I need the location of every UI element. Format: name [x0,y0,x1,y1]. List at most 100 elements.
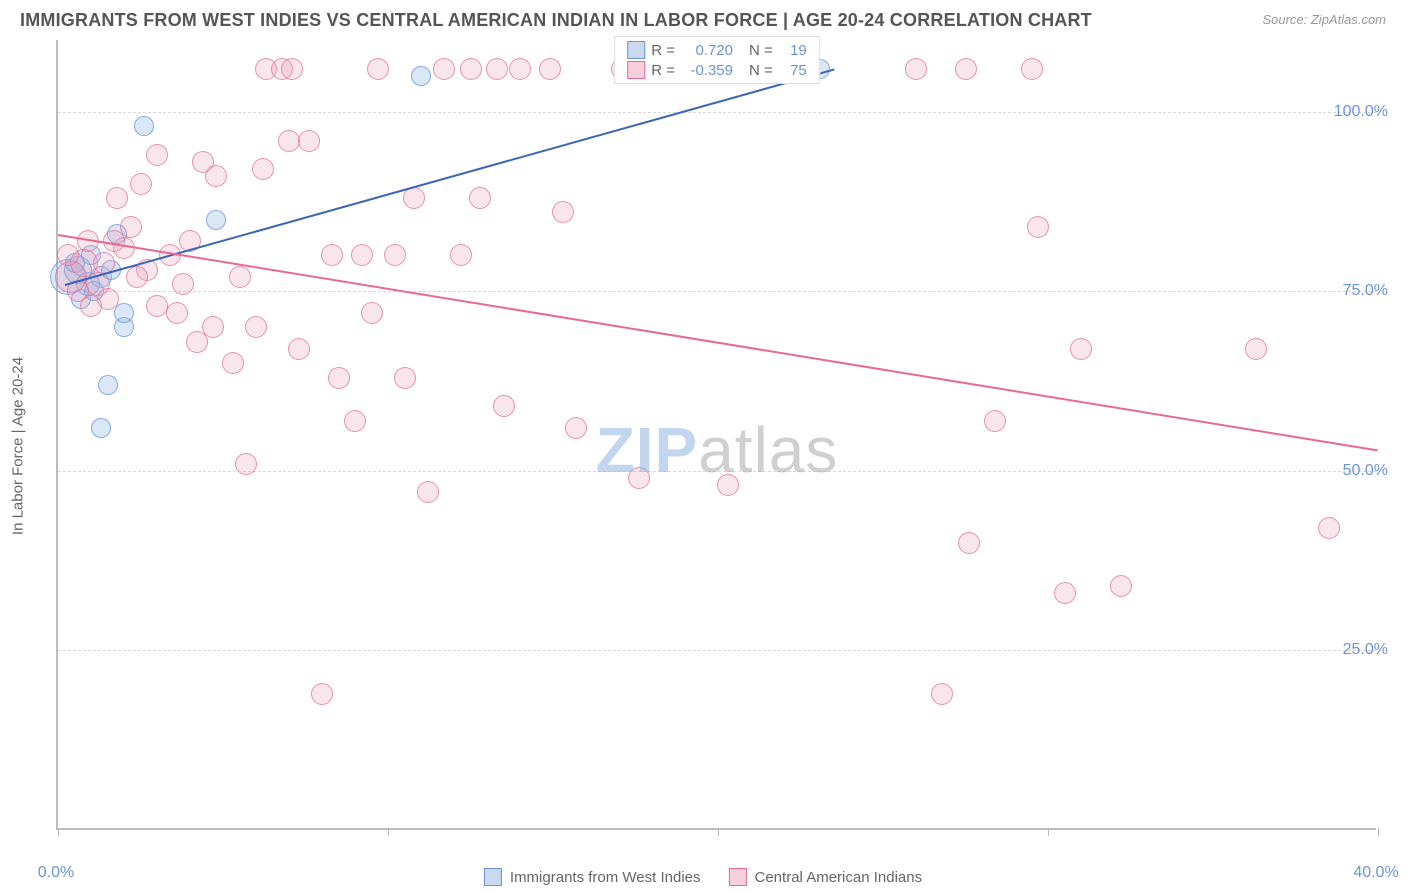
x-tick [388,828,389,836]
scatter-point [311,683,333,705]
scatter-point [450,244,472,266]
scatter-point [146,144,168,166]
legend-r-value: 0.720 [681,42,733,59]
scatter-point [411,66,431,86]
legend-label: Central American Indians [755,869,923,886]
scatter-point [328,367,350,389]
scatter-point [417,481,439,503]
x-tick [1048,828,1049,836]
watermark-atlas: atlas [698,414,838,486]
x-tick-label: 0.0% [38,864,74,882]
x-tick [1378,828,1379,836]
legend-item: Immigrants from West Indies [484,868,701,886]
scatter-point [298,130,320,152]
scatter-point [1070,338,1092,360]
scatter-point [361,302,383,324]
scatter-point [958,532,980,554]
x-tick-label: 40.0% [1353,864,1398,882]
scatter-point [245,316,267,338]
gridline [58,112,1376,113]
plot-area: ZIPatlas R =0.720N =19R =-0.359N =75 [56,40,1376,830]
scatter-point [460,58,482,80]
scatter-point [984,410,1006,432]
x-tick [58,828,59,836]
scatter-point [321,244,343,266]
scatter-point [130,173,152,195]
scatter-point [433,58,455,80]
scatter-point [1027,216,1049,238]
scatter-point [905,58,927,80]
scatter-point [493,395,515,417]
scatter-point [344,410,366,432]
scatter-point [114,303,134,323]
scatter-point [486,58,508,80]
scatter-point [1054,582,1076,604]
scatter-point [394,367,416,389]
scatter-point [367,58,389,80]
legend-swatch [484,868,502,886]
scatter-point [222,352,244,374]
chart-title: IMMIGRANTS FROM WEST INDIES VS CENTRAL A… [20,10,1092,31]
scatter-point [509,58,531,80]
scatter-point [1021,58,1043,80]
legend-n-value: 19 [779,42,807,59]
scatter-point [57,244,79,266]
legend-row: R = 0.720 N = 19 [627,41,807,59]
scatter-point [1110,575,1132,597]
y-tick-label: 75.0% [1343,282,1388,300]
scatter-point [106,187,128,209]
y-tick-label: 100.0% [1334,103,1388,121]
y-tick-label: 25.0% [1343,641,1388,659]
scatter-point [186,331,208,353]
scatter-point [281,58,303,80]
scatter-point [235,453,257,475]
legend-swatch [627,41,645,59]
legend-row: R = -0.359 N = 75 [627,61,807,79]
gridline [58,650,1376,651]
scatter-point [565,417,587,439]
scatter-point [206,210,226,230]
scatter-point [172,273,194,295]
scatter-point [134,116,154,136]
scatter-point [1245,338,1267,360]
series-legend: Immigrants from West Indies Central Ameri… [484,868,922,886]
scatter-point [384,244,406,266]
scatter-point [288,338,310,360]
source-credit: Source: ZipAtlas.com [1262,12,1386,27]
scatter-point [278,130,300,152]
trend-line [58,234,1378,451]
legend-r-label: R = [651,62,675,79]
legend-item: Central American Indians [729,868,923,886]
scatter-point [469,187,491,209]
legend-n-label: N = [749,42,773,59]
scatter-point [80,295,102,317]
gridline [58,291,1376,292]
scatter-point [717,474,739,496]
scatter-point [126,266,148,288]
legend-swatch [627,61,645,79]
legend-r-label: R = [651,42,675,59]
scatter-point [252,158,274,180]
legend-label: Immigrants from West Indies [510,869,701,886]
gridline [58,471,1376,472]
scatter-point [1318,517,1340,539]
scatter-point [931,683,953,705]
scatter-point [552,201,574,223]
y-axis-label: In Labor Force | Age 20-24 [10,357,27,535]
legend-r-value: -0.359 [681,62,733,79]
x-tick [718,828,719,836]
correlation-legend: R = 0.720 N = 19 R = -0.359 N = 75 [614,36,820,84]
scatter-point [146,295,168,317]
legend-swatch [729,868,747,886]
scatter-point [955,58,977,80]
scatter-point [403,187,425,209]
scatter-point [91,418,111,438]
scatter-point [351,244,373,266]
scatter-point [229,266,251,288]
scatter-point [628,467,650,489]
legend-n-value: 75 [779,62,807,79]
scatter-point [205,165,227,187]
scatter-point [166,302,188,324]
legend-n-label: N = [749,62,773,79]
scatter-point [98,375,118,395]
